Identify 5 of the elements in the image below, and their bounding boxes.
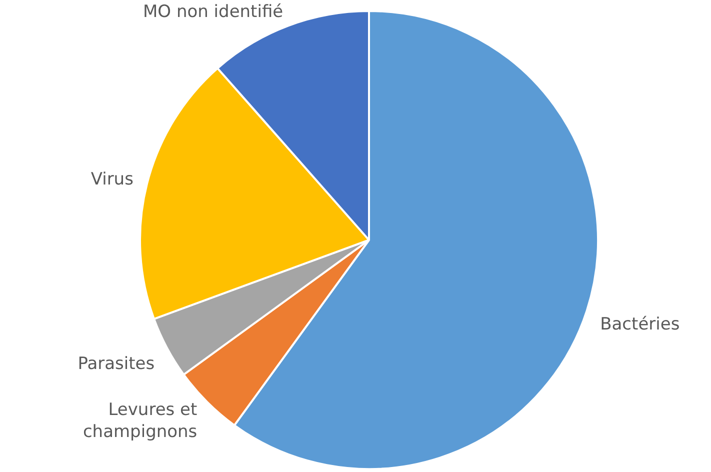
- slice-label: Virus: [90, 170, 134, 190]
- slice-label: Parasites: [78, 354, 155, 374]
- slice-label: MO non identifié: [142, 2, 284, 22]
- slice-label: Bactéries: [600, 314, 680, 335]
- slice-label: Levures et champignons: [82, 400, 198, 442]
